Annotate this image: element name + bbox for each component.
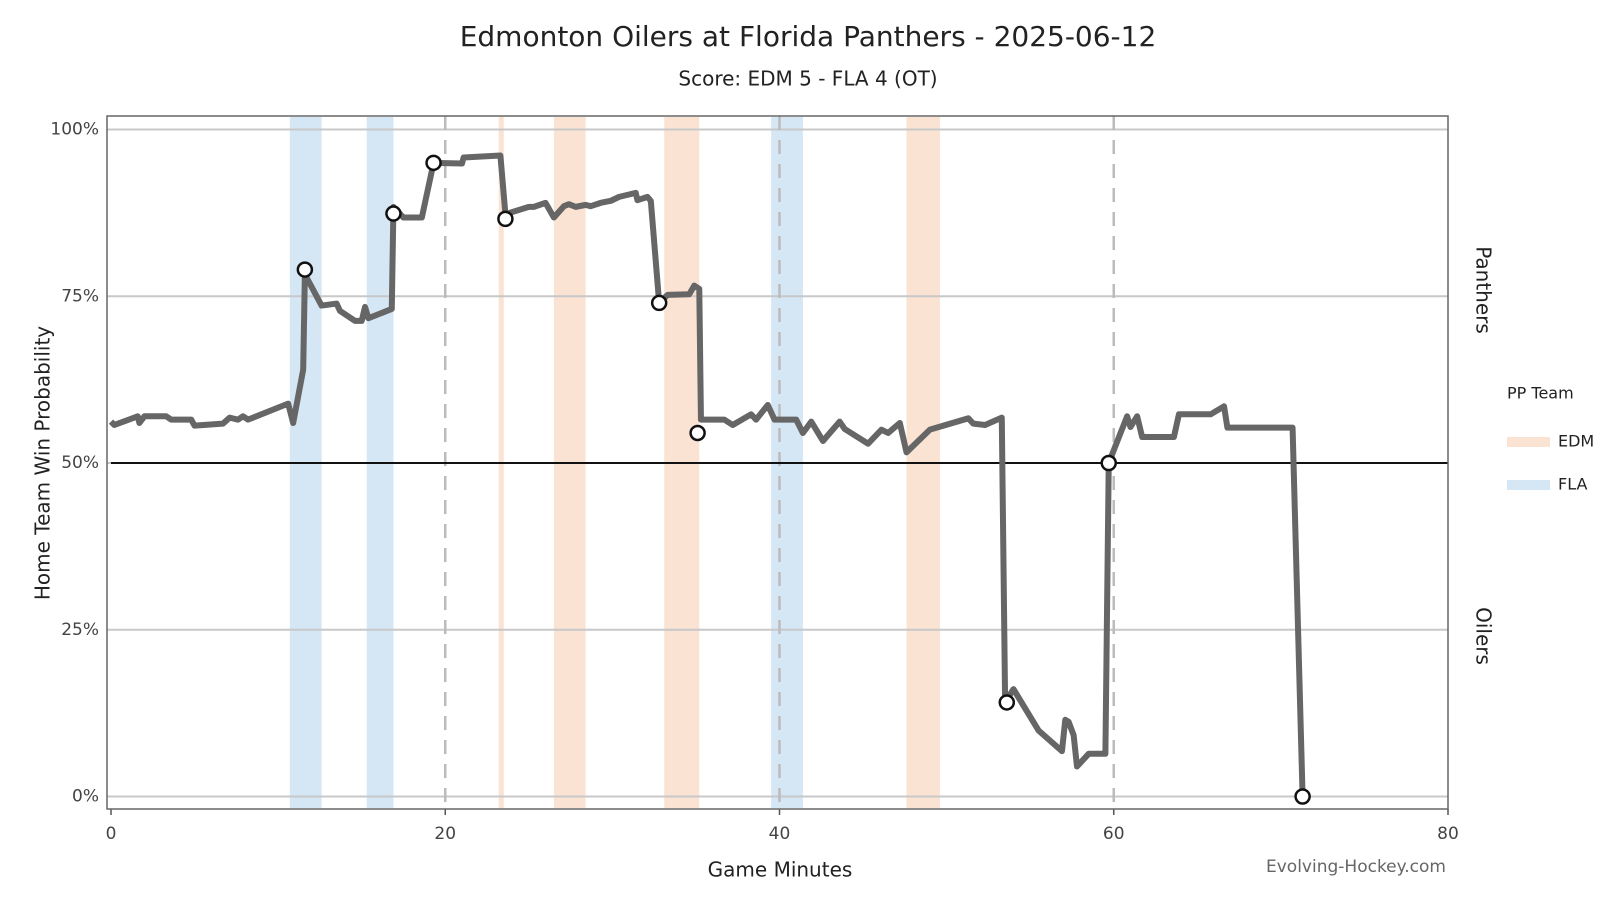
x-tick-label: 80 — [1437, 824, 1459, 844]
x-tick-label: 40 — [769, 824, 791, 844]
chart-subtitle: Score: EDM 5 - FLA 4 (OT) — [678, 67, 937, 91]
win-probability-line — [108, 152, 1306, 797]
y-tick-label: 75% — [61, 286, 99, 306]
plot-area: EDM FLA 0% 25% 50% 75% 100% 0 20 40 60 80 — [50, 115, 1594, 844]
y-tick-label: 50% — [61, 453, 99, 473]
x-tick-label: 20 — [434, 824, 456, 844]
legend-label: FLA — [1558, 475, 1587, 494]
goal-marker — [1294, 788, 1311, 805]
legend-title: PP Team — [1507, 384, 1574, 403]
goal-marker — [425, 154, 442, 172]
y-tick-label: 0% — [72, 787, 99, 807]
chart-title: Edmonton Oilers at Florida Panthers - 20… — [460, 20, 1157, 53]
plot-frame — [106, 115, 1449, 810]
legend-label: EDM — [1558, 432, 1594, 451]
side-label-bottom: Oilers — [1472, 607, 1496, 665]
credit: Evolving-Hockey.com — [1266, 857, 1446, 877]
x-axis-label: Game Minutes — [708, 858, 853, 882]
y-tick-label: 100% — [50, 120, 99, 140]
goal-marker — [497, 210, 514, 228]
goal-marker — [385, 205, 402, 222]
goal-marker — [998, 694, 1016, 711]
goal-marker — [296, 261, 314, 278]
x-tick-label: 60 — [1103, 824, 1125, 844]
side-label-top: Panthers — [1472, 246, 1496, 334]
y-tick-label: 25% — [61, 620, 99, 640]
x-tick-label: 0 — [106, 824, 117, 844]
goal-marker — [1100, 454, 1117, 472]
goal-marker — [650, 294, 668, 312]
y-axis-label: Home Team Win Probability — [31, 326, 55, 600]
goal-marker — [689, 424, 706, 442]
